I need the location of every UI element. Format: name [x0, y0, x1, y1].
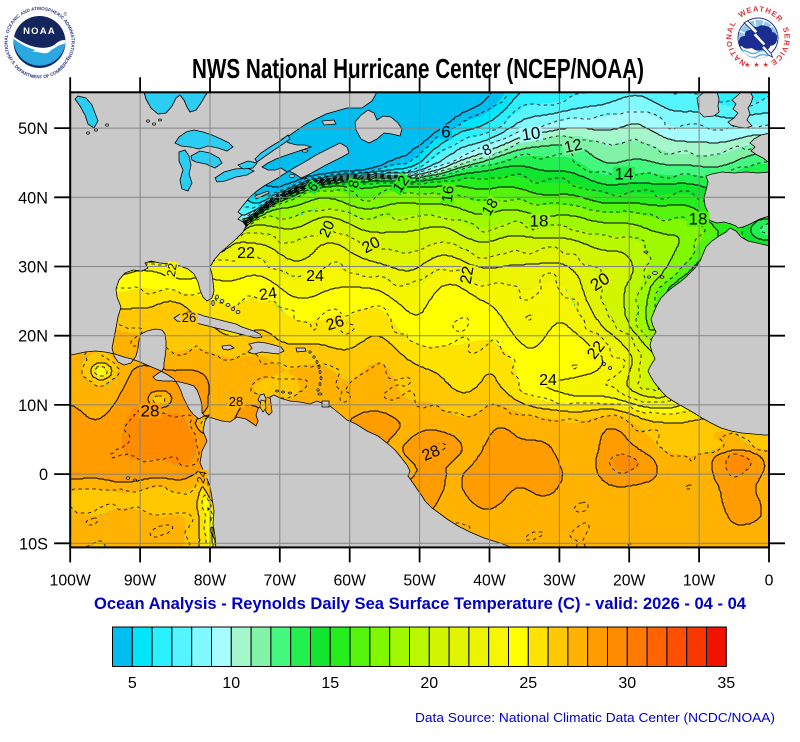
svg-text:Data Source: National Climatic: Data Source: National Climatic Data Cent…	[415, 710, 775, 725]
svg-text:24: 24	[258, 285, 278, 304]
svg-text:22: 22	[164, 262, 180, 278]
svg-text:10S: 10S	[19, 535, 48, 553]
svg-text:24: 24	[539, 372, 557, 389]
svg-text:24: 24	[195, 470, 210, 485]
svg-text:18: 18	[530, 211, 549, 230]
svg-text:0: 0	[39, 466, 48, 484]
svg-text:20: 20	[420, 675, 438, 692]
svg-text:20N: 20N	[18, 328, 48, 346]
svg-text:0: 0	[765, 572, 774, 589]
svg-text:50W: 50W	[403, 572, 436, 589]
svg-text:40N: 40N	[18, 189, 48, 207]
svg-text:26: 26	[182, 310, 196, 325]
svg-text:28: 28	[229, 394, 243, 409]
svg-text:35: 35	[717, 675, 735, 692]
svg-text:16: 16	[439, 185, 458, 204]
svg-text:NWS National Hurricane Center: NWS National Hurricane Center (NCEP/NOAA…	[192, 53, 644, 84]
svg-text:18: 18	[479, 196, 502, 219]
svg-text:28: 28	[420, 442, 443, 464]
svg-text:10: 10	[222, 675, 240, 692]
svg-text:Ocean Analysis - Reynolds Dail: Ocean Analysis - Reynolds Daily Sea Surf…	[94, 594, 747, 613]
svg-text:60W: 60W	[333, 572, 366, 589]
svg-text:NOAA: NOAA	[23, 26, 56, 37]
svg-text:24: 24	[306, 268, 324, 285]
svg-text:80W: 80W	[194, 572, 227, 589]
svg-text:22: 22	[237, 245, 255, 262]
svg-text:28: 28	[141, 401, 160, 420]
svg-text:★★★: ★★★	[744, 61, 772, 69]
svg-text:5: 5	[128, 675, 137, 692]
svg-text:25: 25	[519, 675, 537, 692]
svg-text:70W: 70W	[264, 572, 297, 589]
svg-text:®: ®	[64, 11, 68, 18]
svg-text:40W: 40W	[473, 572, 506, 589]
svg-text:30W: 30W	[543, 572, 576, 589]
svg-text:100W: 100W	[50, 572, 91, 589]
svg-text:15: 15	[321, 675, 339, 692]
svg-text:20: 20	[316, 218, 338, 240]
svg-text:14: 14	[615, 164, 634, 183]
svg-text:30N: 30N	[18, 259, 48, 277]
svg-text:50N: 50N	[18, 120, 48, 138]
svg-text:20W: 20W	[613, 572, 646, 589]
svg-text:90W: 90W	[124, 572, 157, 589]
svg-text:26: 26	[324, 313, 346, 335]
svg-text:10N: 10N	[18, 397, 48, 415]
svg-text:6: 6	[441, 122, 450, 141]
svg-text:20: 20	[359, 234, 383, 257]
svg-text:30: 30	[618, 675, 636, 692]
svg-text:22: 22	[458, 265, 478, 286]
svg-text:12: 12	[563, 136, 584, 156]
svg-text:8: 8	[345, 178, 362, 189]
svg-text:12: 12	[389, 172, 412, 195]
svg-text:18: 18	[689, 209, 708, 228]
svg-text:10: 10	[520, 123, 541, 144]
svg-text:10W: 10W	[683, 572, 716, 589]
